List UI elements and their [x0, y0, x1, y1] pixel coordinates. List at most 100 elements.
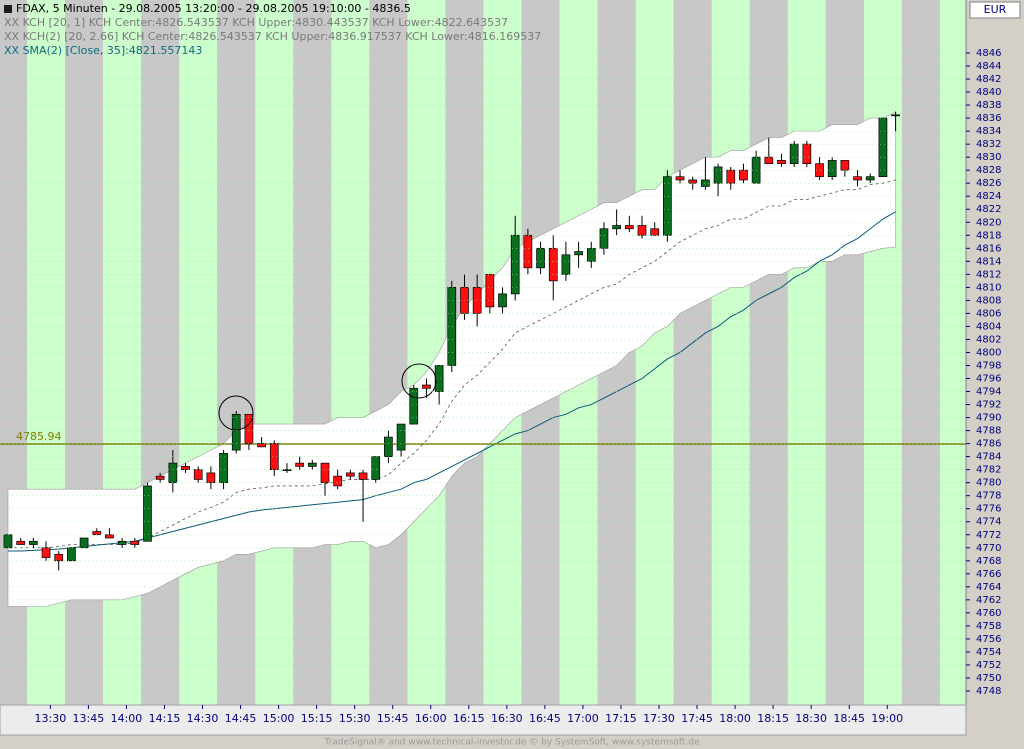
candle-body	[624, 225, 634, 230]
y-tick-label: 4802	[976, 334, 1001, 345]
y-tick-label: 4786	[976, 439, 1001, 450]
y-tick-label: 4828	[976, 165, 1001, 176]
y-tick-label: 4794	[976, 387, 1001, 398]
candle-body	[510, 234, 520, 295]
y-tick-label: 4780	[976, 478, 1001, 489]
y-tick-label: 4750	[976, 673, 1001, 684]
y-tick-label: 4806	[976, 308, 1001, 319]
y-tick-label: 4804	[976, 321, 1001, 332]
candle-body	[675, 176, 685, 181]
y-tick-label: 4762	[976, 595, 1001, 606]
candle-body	[688, 179, 698, 184]
x-tick-label: 15:45	[377, 712, 409, 725]
y-tick-label: 4812	[976, 269, 1001, 280]
x-axis-background	[0, 704, 967, 736]
x-tick-label: 13:45	[73, 712, 105, 725]
candle-body	[434, 365, 444, 392]
candle-body	[789, 143, 799, 165]
candle-body	[447, 287, 457, 366]
candle-body	[422, 384, 431, 389]
y-tick-label: 4824	[976, 191, 1001, 202]
y-tick-label: 4826	[976, 178, 1001, 189]
candle-body	[523, 234, 533, 269]
y-tick-label: 4760	[976, 608, 1001, 619]
x-tick-label: 18:15	[757, 712, 789, 725]
x-tick-label: 14:15	[149, 712, 181, 725]
y-tick-label: 4816	[976, 243, 1001, 254]
x-tick-label: 14:30	[187, 712, 219, 725]
y-tick-label: 4842	[976, 74, 1001, 85]
candle-body	[612, 225, 621, 230]
time-stripe	[255, 0, 294, 705]
highlight-circle	[218, 395, 254, 431]
x-tick-label: 17:45	[681, 712, 713, 725]
y-tick-label: 4752	[976, 660, 1001, 671]
y-tick-label: 4820	[976, 217, 1001, 228]
x-tick-label: 13:30	[35, 712, 67, 725]
x-tick-label: 16:45	[529, 712, 561, 725]
y-tick-label: 4784	[976, 452, 1001, 463]
candle-body	[840, 160, 850, 171]
candle-body	[54, 553, 64, 562]
candle-body	[92, 531, 102, 536]
time-stripe	[787, 0, 826, 705]
y-tick-label: 4766	[976, 569, 1001, 580]
y-tick-label: 4768	[976, 556, 1001, 567]
candle-body	[548, 247, 558, 282]
candle-body	[815, 163, 824, 178]
candle-body	[701, 179, 710, 187]
candle-body	[586, 247, 596, 262]
candle-body	[16, 540, 26, 545]
x-tick-label: 16:30	[491, 712, 523, 725]
reference-label: 4785.94	[16, 430, 62, 443]
currency-box	[969, 1, 1021, 19]
candle-body	[536, 247, 545, 269]
y-tick-label: 4792	[976, 400, 1001, 411]
candle-body	[371, 456, 381, 480]
candle-body	[346, 472, 355, 477]
candle-body	[764, 156, 774, 165]
legend-entry: XX SMA(2) [Close, 35]:4821.557143	[4, 44, 202, 57]
x-tick-label: 17:30	[643, 712, 675, 725]
chart-title: FDAX, 5 Minuten - 29.08.2005 13:20:00 - …	[16, 2, 411, 15]
y-tick-label: 4754	[976, 647, 1001, 658]
x-tick-label: 18:45	[833, 712, 865, 725]
candle-body	[295, 462, 304, 467]
candle-body	[472, 287, 482, 314]
y-tick-label: 4818	[976, 230, 1001, 241]
candle-body	[498, 293, 507, 308]
x-tick-label: 14:00	[111, 712, 143, 725]
x-tick-label: 16:15	[453, 712, 485, 725]
x-tick-label: 17:15	[605, 712, 637, 725]
time-stripe	[179, 0, 218, 705]
candle-body	[485, 273, 495, 308]
candle-body	[663, 176, 672, 236]
x-tick-label: 15:30	[339, 712, 371, 725]
sma-line	[8, 211, 896, 552]
candle-body	[713, 166, 723, 184]
candle-body	[79, 537, 89, 549]
candle-body	[384, 436, 393, 457]
candle-body	[29, 540, 38, 545]
currency: EUR	[984, 3, 1007, 16]
y-tick-label: 4788	[976, 426, 1001, 437]
y-tick-label: 4840	[976, 87, 1001, 98]
candle-body	[168, 462, 178, 484]
y-tick-label: 4808	[976, 295, 1001, 306]
candle-body	[726, 169, 736, 184]
candle-body	[891, 114, 900, 117]
y-tick-label: 4790	[976, 413, 1001, 424]
y-tick-label: 4846	[976, 48, 1001, 59]
candle-body	[574, 251, 583, 256]
highlight-circle	[401, 363, 437, 399]
candle-body	[320, 462, 330, 484]
candle-body	[333, 475, 343, 487]
candle-body	[637, 225, 647, 236]
candle-body	[739, 169, 748, 181]
x-tick-label: 16:00	[415, 712, 447, 725]
candle-body	[181, 466, 190, 471]
candle-body	[307, 462, 317, 467]
y-tick-label: 4776	[976, 504, 1001, 515]
candle-body	[143, 485, 152, 542]
y-tick-label: 4782	[976, 465, 1001, 476]
